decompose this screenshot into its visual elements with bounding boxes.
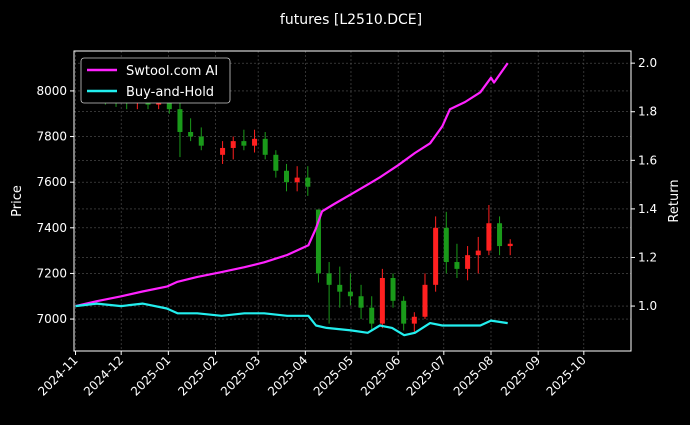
x-tick-label: 2025-06	[358, 353, 403, 398]
candle-body	[497, 223, 503, 247]
candle-body	[230, 141, 236, 148]
legend-label-strategy: Swtool.com AI	[126, 64, 218, 79]
candle-body	[273, 154, 279, 171]
y-tick-label: 7600	[36, 175, 67, 189]
y2-axis-label: Return	[667, 179, 682, 222]
candle-body	[486, 223, 492, 251]
y2-tick-label: 1.8	[638, 105, 657, 119]
plot-frame	[73, 50, 632, 352]
legend: Swtool.com AI Buy-and-Hold	[80, 57, 231, 104]
candle-body	[252, 138, 258, 146]
x-tick-label: 2025-03	[218, 353, 263, 398]
x-tick-label: 2025-10	[544, 353, 589, 398]
x-tick-label: 2025-02	[175, 353, 220, 398]
y-tick-label: 7200	[36, 266, 67, 280]
x-tick-label: 2025-08	[451, 353, 496, 398]
candle-body	[305, 177, 311, 187]
candle-body	[358, 296, 364, 308]
candle-body	[411, 316, 417, 324]
y2-tick-label: 1.6	[638, 153, 657, 167]
y2-tick-label: 1.0	[638, 299, 657, 313]
x-tick-label: 2025-07	[404, 353, 449, 398]
strategy-return-line	[75, 62, 509, 308]
candles	[81, 84, 513, 333]
candle-body	[369, 307, 375, 324]
y-tick-label: 7400	[36, 221, 67, 235]
candle-body	[390, 277, 396, 301]
y2-tick-label: 1.2	[638, 250, 657, 264]
y-tick-label: 8000	[36, 84, 67, 98]
x-tick-label: 2024-11	[35, 353, 80, 398]
legend-label-benchmark: Buy-and-Hold	[126, 85, 214, 100]
candle-body	[379, 277, 385, 324]
y-tick-label: 7800	[36, 130, 67, 144]
candle-body	[347, 291, 353, 297]
candle-body	[465, 255, 471, 269]
candle-body	[283, 170, 289, 183]
x-tick-label: 2025-01	[128, 353, 173, 398]
candle-body	[337, 284, 343, 292]
candle-body	[188, 131, 194, 137]
y-axis-label: Price	[10, 185, 25, 217]
chart-title: futures [L2510.DCE]	[280, 12, 422, 28]
y2-tick-label: 2.0	[638, 56, 657, 70]
x-tick-label: 2025-04	[265, 353, 310, 398]
candle-body	[198, 136, 204, 146]
y-tick-label: 7000	[36, 312, 67, 326]
candle-body	[454, 262, 460, 269]
x-tick-label: 2025-05	[311, 353, 356, 398]
candle-body	[294, 177, 300, 183]
candle-body	[262, 138, 268, 155]
candle-body	[326, 273, 332, 285]
candle-body	[177, 109, 183, 132]
grid	[74, 51, 631, 351]
candle-body	[507, 243, 513, 247]
legend-box	[80, 57, 231, 104]
return-lines	[75, 62, 509, 337]
candle-body	[443, 227, 449, 263]
candle-body	[422, 284, 428, 317]
x-tick-label: 2025-09	[498, 353, 543, 398]
x-tick-label: 2024-12	[81, 353, 126, 398]
candle-body	[433, 227, 439, 285]
candle-body	[315, 209, 321, 274]
candle-body	[401, 300, 407, 324]
candle-body	[475, 250, 481, 256]
buy-and-hold-return-line	[75, 302, 508, 337]
y2-tick-label: 1.4	[638, 202, 657, 216]
candle-body	[220, 147, 226, 155]
candle-body	[241, 141, 247, 146]
